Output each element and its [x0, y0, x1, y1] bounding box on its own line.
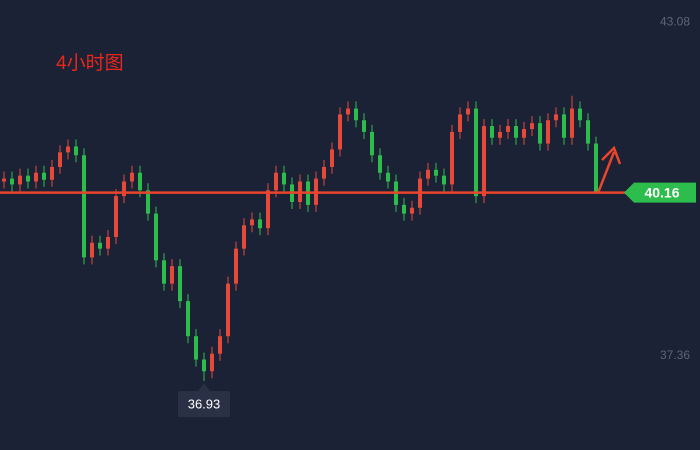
candle-body	[458, 114, 462, 132]
candle-body	[354, 108, 358, 121]
low-label-pointer	[198, 383, 210, 392]
candle-body	[410, 207, 414, 214]
candle-body	[98, 242, 102, 249]
candle-body	[498, 131, 502, 138]
candle-body	[338, 114, 342, 150]
candle-body	[50, 166, 54, 180]
candle-body	[194, 336, 198, 360]
candle-body	[522, 128, 526, 138]
candle-body	[10, 178, 14, 185]
candle-body	[202, 359, 206, 372]
candle-body	[250, 219, 254, 226]
candle-body	[34, 172, 38, 182]
candle-body	[378, 155, 382, 173]
candle-body	[434, 169, 438, 176]
candle-body	[42, 172, 46, 180]
candle-body	[146, 190, 150, 214]
arrow-annotation	[596, 145, 622, 194]
candle-body	[594, 143, 598, 193]
low-label: 36.93	[188, 397, 221, 412]
candle-body	[162, 260, 166, 284]
candle-body	[282, 172, 286, 185]
candle-body	[554, 114, 558, 121]
arrow-shaft	[596, 151, 616, 194]
candle-body	[474, 108, 478, 197]
candle-body	[426, 169, 430, 179]
chart-title: 4小时图	[56, 52, 124, 74]
candle-body	[450, 131, 454, 185]
candle-body	[242, 225, 246, 249]
candle-body	[490, 126, 494, 138]
candle-body	[66, 146, 70, 153]
candle-body	[466, 108, 470, 115]
current-price-label: 40.16	[644, 184, 679, 200]
candle-body	[506, 126, 510, 132]
candle-body	[114, 196, 118, 237]
candle-body	[170, 266, 174, 284]
candle-body	[226, 283, 230, 337]
candle-body	[106, 236, 110, 249]
candle-body	[90, 242, 94, 258]
arrow-head	[601, 145, 622, 165]
candle-body	[322, 166, 326, 179]
candle-body	[218, 336, 222, 354]
candle-body	[530, 123, 534, 129]
candle-body	[330, 149, 334, 167]
candle-body	[546, 120, 550, 144]
candle-body	[234, 248, 238, 284]
candle-body	[18, 175, 22, 185]
candle-body	[266, 190, 270, 229]
candle-body	[538, 123, 542, 144]
candle-body	[402, 204, 406, 214]
candle-body	[58, 152, 62, 167]
candle-body	[178, 266, 182, 302]
candle-body	[514, 126, 518, 138]
candle-body	[258, 219, 262, 229]
candle-body	[370, 131, 374, 156]
candle-body	[586, 120, 590, 144]
candle-body	[210, 353, 214, 372]
candle-body	[130, 172, 134, 182]
candle-body	[186, 301, 190, 337]
candle-body	[74, 146, 78, 156]
candle-body	[346, 108, 350, 115]
candle-body	[578, 108, 582, 121]
candle-body	[562, 114, 566, 138]
candle-body	[386, 172, 390, 182]
candle-body	[82, 155, 86, 258]
candle-body	[26, 175, 30, 182]
candle-body	[154, 213, 158, 261]
candle-body	[570, 108, 574, 138]
candle-body	[122, 181, 126, 197]
y-tick-label: 43.08	[660, 14, 690, 28]
low-label-box	[178, 391, 230, 418]
candle-body	[442, 175, 446, 185]
y-tick-label: 37.36	[660, 348, 690, 362]
candle-body	[274, 172, 278, 191]
current-price-tag	[624, 182, 696, 203]
candle-body	[138, 172, 142, 191]
candle-body	[362, 120, 366, 132]
candle-body	[482, 126, 486, 197]
candle-body	[2, 178, 6, 182]
